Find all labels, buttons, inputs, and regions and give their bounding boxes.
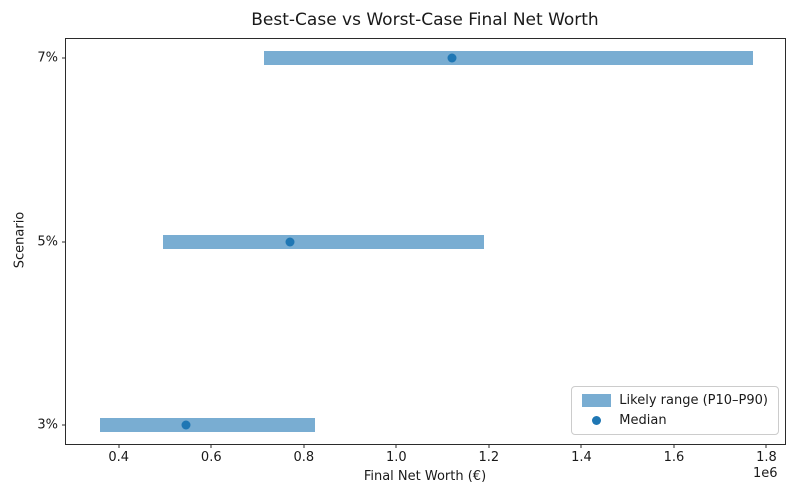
x-tick-label-1.2: 1.2 [478, 450, 500, 465]
x-tick-1.4 [580, 444, 582, 448]
legend-label-range: Likely range (P10–P90) [619, 393, 768, 408]
range-bar-7pct [264, 51, 753, 66]
legend-item-median: Median [582, 413, 768, 428]
x-tick-0.6 [210, 444, 212, 448]
y-tick-label-5pct: 5% [37, 234, 58, 249]
x-tick-1.2 [488, 444, 490, 448]
x-tick-label-0.4: 0.4 [108, 450, 130, 465]
y-tick-label-7pct: 7% [37, 50, 58, 66]
x-tick-label-1.4: 1.4 [571, 450, 592, 465]
x-tick-label-0.8: 0.8 [293, 450, 315, 465]
y-axis-label: Scenario [12, 211, 28, 269]
range-bar-swatch-icon [582, 394, 612, 407]
legend-item-range: Likely range (P10–P90) [582, 393, 768, 408]
x-axis-label: Final Net Worth (€) [363, 469, 487, 484]
median-dot-3pct [181, 420, 191, 430]
median-dot-7pct [447, 53, 457, 63]
x-tick-label-1.0: 1.0 [386, 450, 407, 465]
legend-label-median: Median [619, 413, 667, 428]
median-dot-5pct [285, 237, 295, 246]
plot-area: Likely range (P10–P90) Median 3% 5% 7% 0.4 0… [37, 38, 786, 465]
x-tick-1.0 [395, 444, 397, 448]
x-tick-1.8 [765, 444, 767, 448]
y-tick-5pct [62, 241, 66, 242]
legend: Likely range (P10–P90) Median [571, 386, 779, 435]
legend-handle [582, 414, 611, 428]
chart-title: Best-Case vs Worst-Case Final Net Worth [251, 10, 599, 30]
x-tick-0.4 [118, 444, 120, 448]
y-tick-label-3pct: 3% [37, 417, 58, 433]
range-bar-3pct [100, 417, 316, 432]
x-tick-label-1.8: 1.8 [756, 450, 777, 465]
x-tick-label-1.6: 1.6 [663, 450, 685, 465]
median-dot-swatch-icon [592, 416, 602, 425]
legend-handle [582, 394, 612, 408]
x-axis-offset-label: 1e6 [753, 466, 778, 481]
x-tick-label-0.6: 0.6 [200, 450, 222, 465]
x-tick-1.6 [673, 444, 675, 448]
range-bar-5pct [162, 234, 485, 249]
y-tick-7pct [62, 57, 66, 59]
y-tick-3pct [62, 424, 66, 426]
x-tick-0.8 [303, 444, 305, 448]
